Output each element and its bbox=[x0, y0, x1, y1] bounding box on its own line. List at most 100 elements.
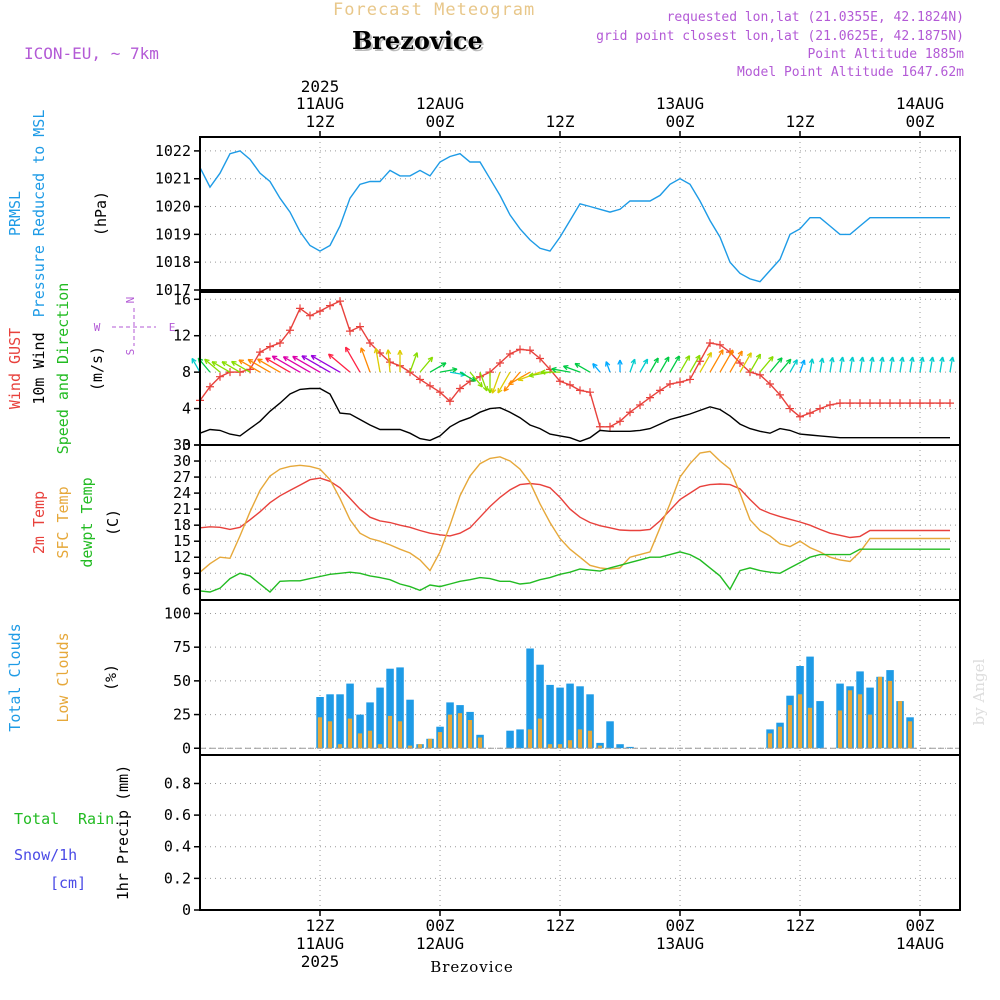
clouds-bar bbox=[427, 738, 433, 749]
top-axis-date: 13AUG bbox=[656, 94, 704, 113]
clouds-bar bbox=[606, 721, 614, 749]
wind-arrow bbox=[191, 358, 201, 373]
clouds-bar bbox=[897, 701, 903, 749]
clouds-bar bbox=[526, 648, 534, 749]
wind-label: (m/s) bbox=[88, 346, 106, 391]
clouds-bar bbox=[326, 694, 334, 749]
gust-marker bbox=[526, 346, 534, 355]
wind-arrow bbox=[939, 356, 944, 373]
wind-arrow-head bbox=[551, 366, 557, 373]
wind-arrow-head bbox=[785, 358, 792, 365]
wind-arrow-head bbox=[653, 357, 659, 364]
gust-marker bbox=[656, 386, 664, 395]
wind-arrow bbox=[301, 355, 331, 373]
wind-arrow bbox=[265, 357, 291, 373]
wind-arrow bbox=[679, 355, 691, 373]
wind-arrow bbox=[605, 361, 611, 373]
top-axis-year: 2025 bbox=[301, 77, 340, 96]
wind-arrow-head bbox=[470, 376, 477, 382]
wind-arrow bbox=[919, 356, 924, 373]
temperature-series-line bbox=[199, 548, 950, 593]
clouds-bar bbox=[386, 668, 394, 749]
clouds-bar bbox=[547, 744, 553, 749]
gust-marker bbox=[536, 354, 544, 363]
wind-arrow bbox=[345, 346, 361, 373]
y-tick-label: 15 bbox=[173, 532, 191, 550]
top-axis-date: 11AUG bbox=[296, 94, 344, 113]
clouds-bar bbox=[857, 694, 863, 749]
clouds-bar bbox=[477, 737, 483, 749]
wind-arrow bbox=[211, 361, 231, 373]
wind-arrow-head bbox=[849, 356, 855, 363]
wind-label: 10m Wind bbox=[30, 332, 48, 404]
gust-marker bbox=[306, 311, 314, 320]
clouds-bar bbox=[537, 718, 543, 749]
precip-label-rain: Rain bbox=[78, 810, 114, 828]
wind-arrow bbox=[859, 356, 864, 373]
y-tick-label: 0.4 bbox=[164, 838, 191, 856]
wind-arrow bbox=[429, 362, 447, 373]
gust-marker bbox=[356, 322, 364, 331]
top-axis-hour: 00Z bbox=[426, 112, 455, 131]
wind-arrow bbox=[729, 350, 743, 373]
wind-label: Wind GUST bbox=[6, 328, 24, 409]
bottom-axis-hour: 12Z bbox=[786, 916, 815, 935]
wind-arrow-head bbox=[755, 353, 762, 360]
clouds-bar bbox=[546, 684, 554, 749]
panel-frame-precip bbox=[199, 754, 961, 911]
wind-arrow-head bbox=[768, 355, 774, 362]
grid-layer bbox=[200, 137, 960, 911]
clouds-label: Low Clouds bbox=[54, 632, 72, 722]
wind-arrow-head bbox=[695, 354, 701, 361]
wind-arrow-head bbox=[574, 362, 581, 369]
y-tick-label: 4 bbox=[182, 400, 191, 418]
wind-arrow bbox=[310, 354, 341, 373]
wind-arrow-head bbox=[643, 358, 649, 365]
y-tick-label: 33 bbox=[173, 436, 191, 454]
gust-marker bbox=[686, 375, 694, 384]
wind-arrow-head bbox=[452, 367, 458, 373]
wind-arrow-head bbox=[503, 386, 509, 392]
wind-arrow-head bbox=[231, 360, 237, 367]
y-tick-label: 0 bbox=[182, 436, 191, 454]
clouds-bar bbox=[406, 699, 414, 749]
y-tick-label: 12 bbox=[173, 548, 191, 566]
wind-arrow bbox=[689, 354, 701, 373]
wind-arrow-head bbox=[829, 356, 835, 363]
wind-arrow-head bbox=[630, 358, 636, 365]
top-axis-date: 12AUG bbox=[416, 94, 464, 113]
clouds-bar bbox=[567, 740, 573, 749]
clouds-bar bbox=[367, 730, 373, 749]
wind-arrow bbox=[799, 359, 806, 373]
compass-e: E bbox=[169, 321, 176, 334]
wind-arrow-head bbox=[397, 349, 403, 356]
gust-marker bbox=[556, 377, 564, 386]
clouds-bar bbox=[336, 694, 344, 749]
wind-arrow bbox=[819, 357, 824, 373]
bottom-axis-hour: 00Z bbox=[426, 916, 455, 935]
wind-arrow bbox=[769, 357, 783, 373]
gust-marker bbox=[576, 386, 584, 395]
clouds-bar bbox=[457, 713, 463, 749]
wind-arrow-head bbox=[919, 356, 925, 363]
text-layer: 1017 1018 1019 1020 1021 1022 PRMSL Pressure Re… bbox=[6, 77, 988, 976]
clouds-bar bbox=[556, 687, 564, 749]
wind-arrow-head bbox=[605, 361, 611, 367]
gust-marker bbox=[456, 384, 464, 393]
y-tick-label: 9 bbox=[182, 564, 191, 582]
wind-arrow-head bbox=[746, 352, 752, 358]
wind-label: Speed and Direction bbox=[54, 283, 72, 455]
gust-marker bbox=[766, 379, 774, 388]
gust-marker bbox=[416, 375, 424, 384]
clouds-bar bbox=[616, 744, 624, 749]
clouds-bar bbox=[767, 733, 773, 749]
y-tick-label: 24 bbox=[173, 484, 191, 502]
gust-marker bbox=[936, 399, 944, 408]
wind-arrow bbox=[849, 356, 854, 373]
wind-arrow-head bbox=[344, 346, 351, 353]
clouds-bar bbox=[317, 717, 323, 749]
wind-arrow bbox=[574, 362, 591, 373]
gust-marker bbox=[896, 399, 904, 408]
y-tick-label: 0.8 bbox=[164, 774, 191, 792]
wind-arrow-head bbox=[777, 357, 783, 363]
